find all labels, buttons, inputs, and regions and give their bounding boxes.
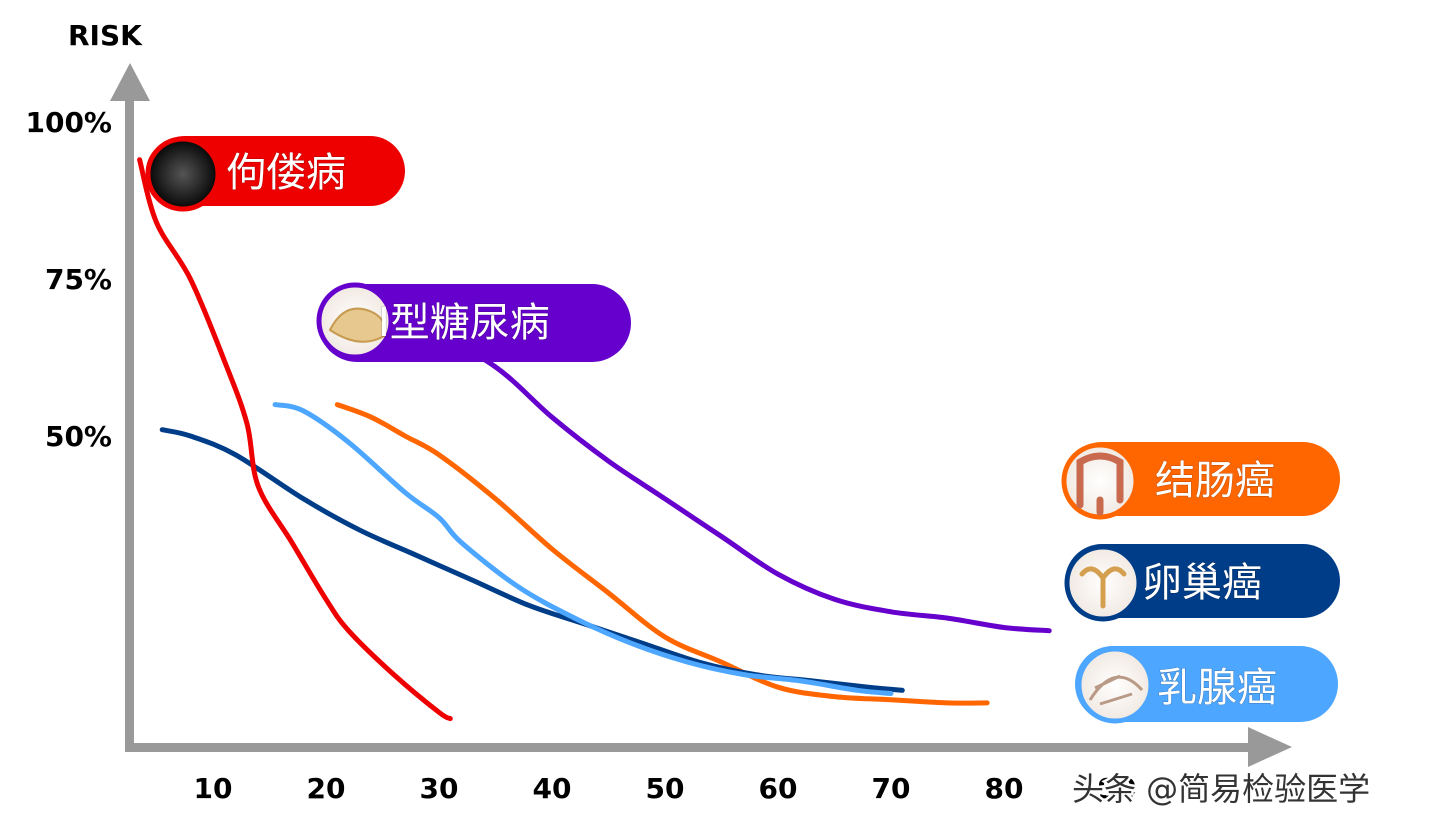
legend-rickets-label: 佝偻病 [226, 150, 346, 196]
legend-ovarian-cancer: 卵巢癌 [1064, 544, 1340, 622]
colon-cancer-line [334, 402, 990, 706]
legend-breast-cancer-label: 乳腺癌 [1157, 665, 1277, 711]
x-tick-label: 90 [1098, 772, 1137, 805]
breast-tissue-icon [1076, 646, 1154, 724]
x-tick-label: 30 [420, 772, 459, 805]
rickets-line [137, 157, 453, 722]
legend-ovarian-cancer-label: 卵巢癌 [1142, 560, 1262, 606]
x-tick-label: 80 [985, 772, 1024, 805]
x-tick-label: 50 [646, 772, 685, 805]
ovary-icon-shape [1079, 566, 1127, 609]
x-tick-label: 60 [759, 772, 798, 805]
y-tick-label: 50% [45, 420, 112, 453]
axes [110, 63, 1292, 767]
y-tick-label: 75% [45, 263, 112, 296]
legend-colon-cancer-label: 结肠癌 [1155, 458, 1275, 504]
legend-breast-cancer: 乳腺癌 [1075, 646, 1338, 724]
y-axis-title: RISK [68, 19, 143, 52]
colon-icon-shape [1076, 452, 1124, 516]
y-tick-label: 100% [25, 106, 112, 139]
x-tick-labels: 10 20 30 40 50 60 70 80 90 [194, 772, 1137, 805]
legend-colon-cancer: 结肠癌 [1061, 442, 1340, 520]
legend-t1-diabetes: I型糖尿病 [316, 282, 631, 362]
legend-t1-diabetes-label: I型糖尿病 [378, 300, 550, 346]
y-tick-labels: 100% 75% 50% [25, 106, 112, 453]
x-axis-arrow [1248, 727, 1292, 767]
x-tick-label: 70 [872, 772, 911, 805]
breast-tissue-icon-shape [1088, 674, 1144, 706]
y-axis-arrow [110, 63, 150, 101]
breast-cancer-line [272, 402, 894, 696]
legend-rickets: 佝偻病 [145, 136, 405, 212]
legend-t1-diabetes-pill [318, 284, 631, 362]
x-tick-label: 20 [307, 772, 346, 805]
pancreas-icon-shape [328, 307, 386, 343]
spine-xray-icon [145, 136, 221, 212]
x-tick-label: 10 [194, 772, 233, 805]
ovarian-cancer-line [159, 427, 905, 693]
x-tick-label: 40 [533, 772, 572, 805]
watermark-text: 头条 @简易检验医学 [1072, 770, 1370, 808]
y-axis-line [125, 98, 134, 752]
x-axis-line [125, 743, 1255, 752]
series-lines [137, 157, 1052, 722]
